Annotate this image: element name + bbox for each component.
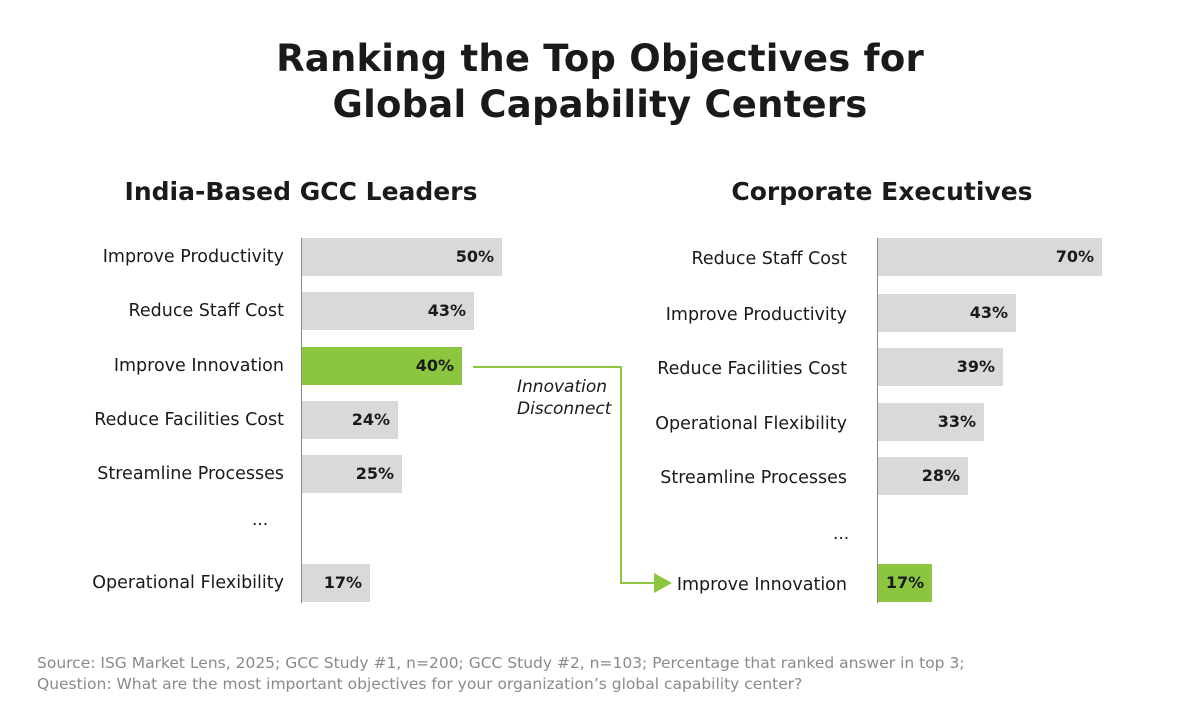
- category-label: Streamline Processes: [97, 464, 284, 484]
- connector-line: [473, 366, 657, 584]
- bar-highlight: 17%: [878, 564, 932, 602]
- data-label: 33%: [937, 412, 976, 431]
- bar: 17%: [302, 564, 370, 602]
- omitted-items-ellipsis: ...: [833, 524, 850, 544]
- bar-highlight: 40%: [302, 347, 462, 385]
- data-label: 24%: [351, 410, 390, 429]
- source-line-2: Question: What are the most important ob…: [37, 675, 803, 693]
- data-label: 43%: [969, 303, 1008, 322]
- bar-axis-line: [301, 238, 302, 603]
- source-note: Source: ISG Market Lens, 2025; GCC Study…: [37, 653, 965, 695]
- data-label: 70%: [1055, 247, 1094, 266]
- annotation-line-1: Innovation: [517, 377, 608, 397]
- bar: 25%: [302, 455, 402, 493]
- bar: 50%: [302, 238, 502, 276]
- bar: 43%: [302, 292, 474, 330]
- category-label: Operational Flexibility: [655, 414, 847, 434]
- chart-title-line-2: Global Capability Centers: [332, 83, 868, 126]
- bar: 28%: [878, 457, 968, 495]
- omitted-items-ellipsis: ...: [252, 510, 269, 530]
- annotation-line-2: Disconnect: [517, 399, 612, 419]
- category-label: Improve Productivity: [102, 247, 284, 267]
- bar: 24%: [302, 401, 398, 439]
- category-label: Operational Flexibility: [92, 573, 284, 593]
- category-label: Reduce Staff Cost: [691, 249, 847, 269]
- category-label: Reduce Facilities Cost: [657, 359, 847, 379]
- source-line-1: Source: ISG Market Lens, 2025; GCC Study…: [37, 654, 965, 672]
- data-label: 25%: [355, 464, 394, 483]
- chart-title-line-1: Ranking the Top Objectives for: [276, 37, 924, 80]
- data-label: 39%: [956, 357, 995, 376]
- category-label: Improve Productivity: [665, 305, 847, 325]
- panel-title: India-Based GCC Leaders: [124, 177, 478, 206]
- innovation-disconnect-annotation: Innovation Disconnect: [517, 376, 611, 420]
- bar-axis-line: [877, 238, 878, 603]
- data-label: 43%: [427, 301, 466, 320]
- category-label: Improve Innovation: [676, 575, 847, 595]
- category-label: Reduce Staff Cost: [128, 301, 284, 321]
- category-label: Streamline Processes: [660, 468, 847, 488]
- data-label: 17%: [885, 573, 925, 592]
- category-label: Improve Innovation: [113, 356, 284, 376]
- category-label: Reduce Facilities Cost: [94, 410, 284, 430]
- panel-title: Corporate Executives: [731, 177, 1033, 206]
- bar: 70%: [878, 238, 1102, 276]
- data-label: 40%: [415, 356, 454, 375]
- bar: 43%: [878, 294, 1016, 332]
- chart-title: Ranking the Top Objectives for Global Ca…: [0, 36, 1200, 128]
- data-label: 28%: [921, 466, 960, 485]
- bar: 33%: [878, 403, 984, 441]
- data-label: 50%: [455, 247, 494, 266]
- connector-arrowhead: [654, 573, 672, 593]
- bar: 39%: [878, 348, 1003, 386]
- data-label: 17%: [323, 573, 362, 592]
